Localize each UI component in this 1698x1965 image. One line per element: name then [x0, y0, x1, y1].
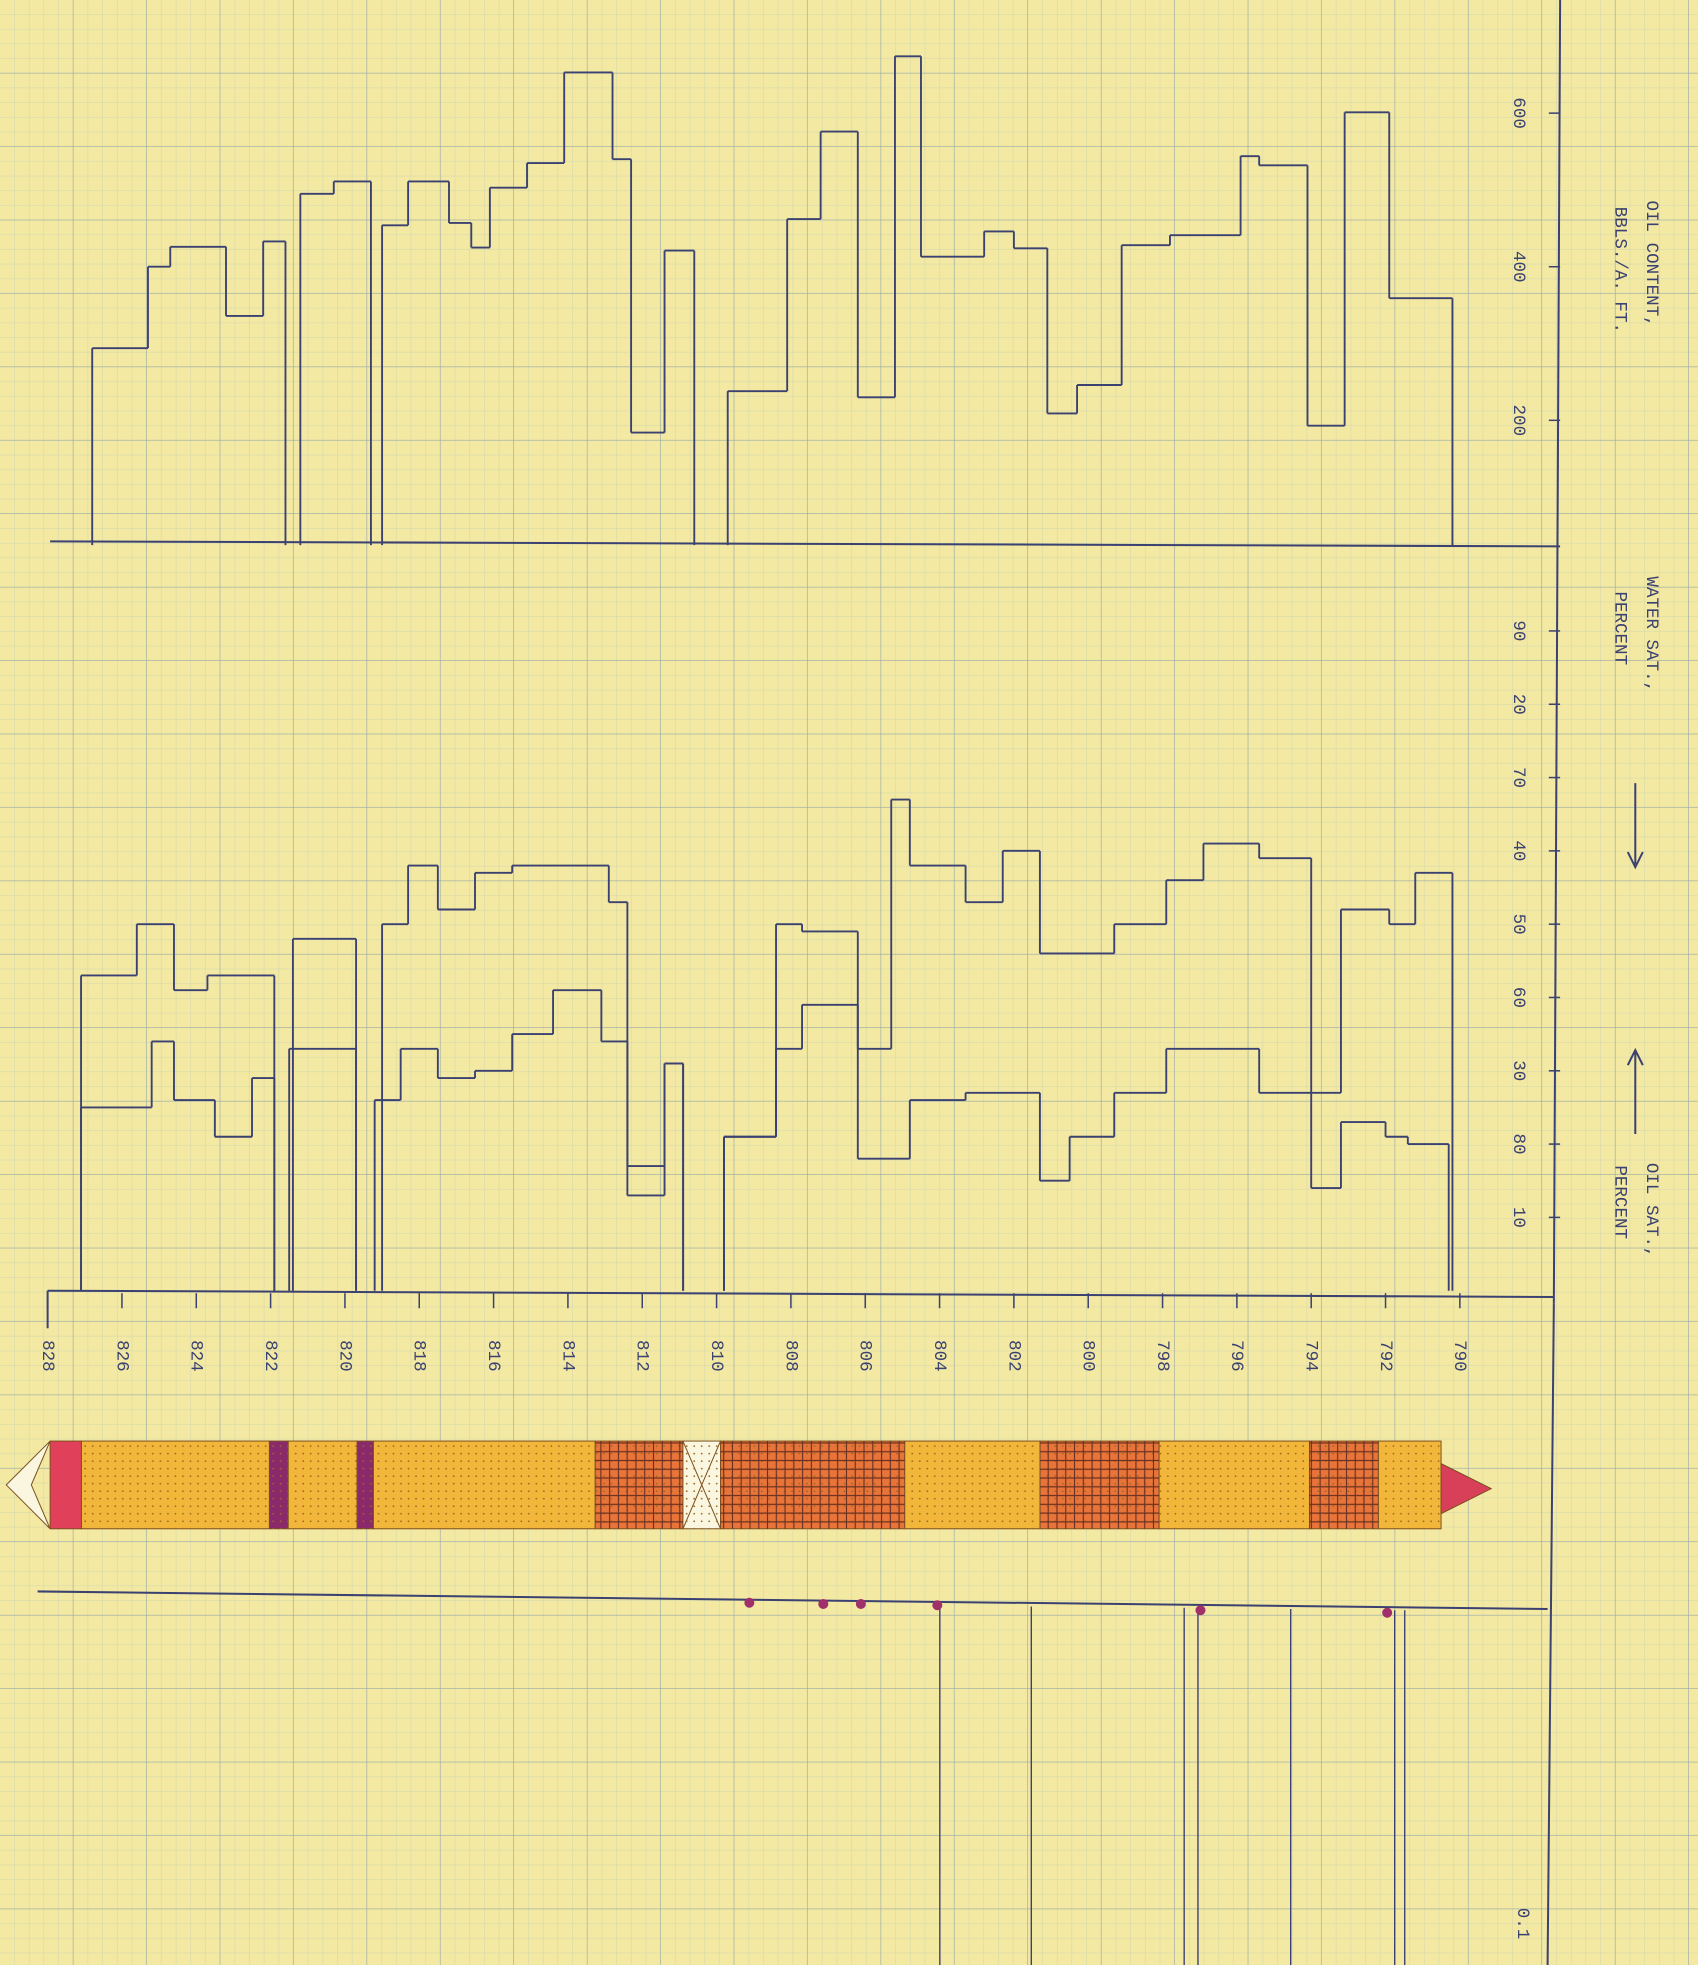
y-tick-label: 30: [1508, 1060, 1528, 1081]
y-tick-label: 50: [1508, 914, 1528, 935]
chart: 0.1 828826824822820818816814812810808806…: [0, 0, 1698, 1965]
y-tick-label: 80: [1508, 1134, 1528, 1155]
depth-label: 806: [855, 1340, 875, 1372]
litho-texture: [1040, 1441, 1159, 1529]
y-tick-label: 10: [1508, 1207, 1528, 1228]
y-tick-label: 90: [1508, 620, 1528, 641]
depth-label: 816: [483, 1340, 503, 1372]
y-tick-label: 400: [1508, 251, 1528, 283]
depth-label: 794: [1301, 1340, 1321, 1372]
litho-texture: [1309, 1441, 1378, 1529]
litho-texture: [595, 1441, 683, 1529]
sample-dot: [856, 1599, 866, 1609]
track-title: PERCENT: [1610, 1165, 1630, 1239]
y-tick-label: 20: [1508, 694, 1528, 715]
depth-label: 790: [1449, 1340, 1469, 1372]
depth-label: 808: [780, 1340, 800, 1372]
litho-bed: [50, 1441, 81, 1529]
depth-label: 828: [37, 1340, 57, 1372]
depth-label: 820: [334, 1340, 354, 1372]
track-title: OIL CONTENT,: [1641, 200, 1661, 326]
sample-dot: [1195, 1605, 1205, 1615]
depth-label: 798: [1152, 1340, 1172, 1372]
litho-texture: [721, 1441, 905, 1529]
sample-dot: [932, 1600, 942, 1610]
y-tick-label: 600: [1508, 97, 1528, 129]
y-tick-label: 40: [1508, 840, 1528, 861]
log-sheet: 0.1 828826824822820818816814812810808806…: [0, 0, 1698, 1965]
track-title: WATER SAT.,: [1641, 576, 1661, 692]
depth-label: 812: [632, 1340, 652, 1372]
sample-dot: [1382, 1608, 1392, 1618]
page: {"chart_data": {"type": "step", "depth_a…: [0, 0, 1698, 1965]
lithology-column: [6, 1441, 1491, 1529]
y-tick-label: 70: [1508, 767, 1528, 788]
depth-label: 822: [260, 1340, 280, 1372]
sample-dot: [744, 1598, 754, 1608]
track-title: OIL SAT.,: [1641, 1163, 1661, 1258]
track-title: BBLS./A. FT.: [1610, 207, 1630, 333]
depth-label: 796: [1226, 1340, 1246, 1372]
y-tick-label: 60: [1508, 987, 1528, 1008]
depth-label: 804: [929, 1340, 949, 1372]
depth-label: 802: [1003, 1340, 1023, 1372]
track-title: PERCENT: [1610, 591, 1630, 665]
depth-label: 792: [1375, 1340, 1395, 1372]
y-tick-label: 200: [1508, 405, 1528, 437]
depth-label: 810: [706, 1340, 726, 1372]
depth-label: 818: [409, 1340, 429, 1372]
depth-label: 824: [186, 1340, 206, 1372]
sample-dot: [818, 1599, 828, 1609]
graph-grid: [0, 0, 1698, 1965]
depth-label: 800: [1078, 1340, 1098, 1372]
corner-label: 0.1: [1512, 1908, 1532, 1940]
depth-label: 814: [557, 1340, 577, 1372]
depth-label: 826: [111, 1340, 131, 1372]
